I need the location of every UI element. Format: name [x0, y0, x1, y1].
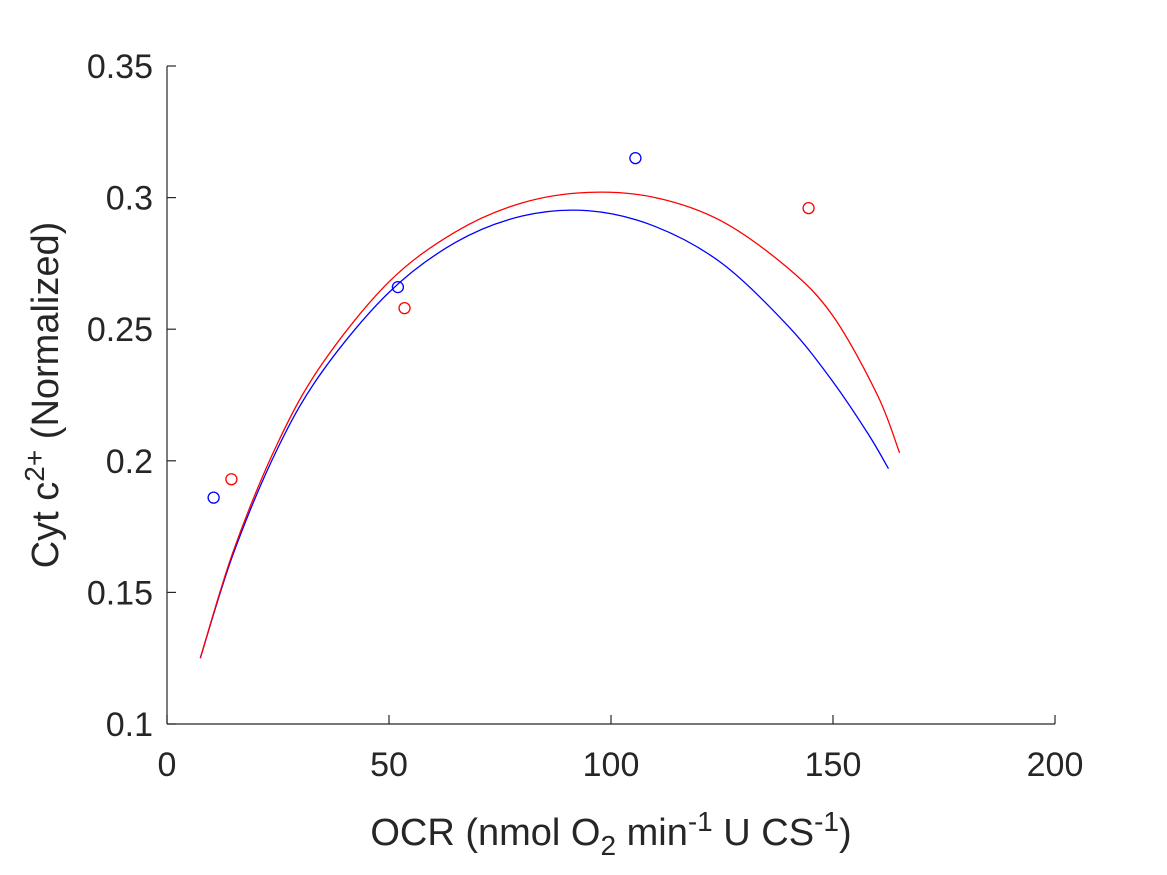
fit-lines — [199, 191, 901, 659]
series-1-point — [398, 301, 411, 315]
y-tick-label: 0.35 — [87, 48, 153, 86]
series-1-fit-line — [199, 191, 901, 659]
data-points — [207, 151, 815, 504]
series-1-point — [802, 201, 815, 215]
series-0-point — [629, 151, 642, 165]
y-tick-label: 0.1 — [106, 706, 153, 744]
x-tick-label: 100 — [583, 746, 640, 784]
x-axis-label: OCR (nmol O2​ min-1​ U CS-1​) — [370, 806, 851, 861]
y-tick-label: 0.3 — [106, 180, 153, 218]
x-tick-label: 150 — [805, 746, 862, 784]
y-tick-label: 0.15 — [87, 574, 153, 612]
y-tick-label: 0.2 — [106, 443, 153, 481]
axes — [166, 66, 1055, 725]
y-axis-label: Cyt c2+​ (Normalized) — [19, 222, 67, 569]
x-ticks: 0 50 100 150 200 — [158, 715, 1084, 784]
series-0-fit-line — [199, 209, 890, 659]
y-tick-label: 0.25 — [87, 311, 153, 349]
x-tick-label: 50 — [370, 746, 408, 784]
series-0-point — [207, 491, 220, 504]
series-1-point — [225, 473, 238, 486]
series-0-point — [391, 280, 405, 294]
y-ticks: 0.1 0.15 0.2 0.25 0.3 0.35 — [87, 48, 176, 744]
x-tick-label: 0 — [158, 746, 177, 784]
x-tick-label: 200 — [1027, 746, 1084, 784]
